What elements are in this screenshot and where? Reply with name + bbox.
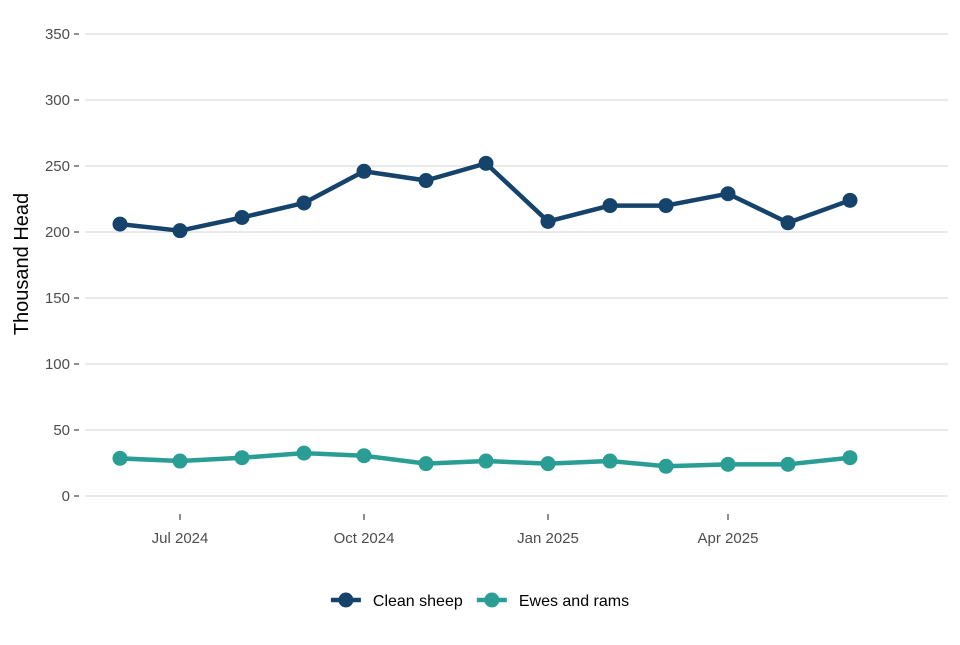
data-point (780, 456, 796, 472)
y-tick-label: 250 (45, 158, 70, 175)
data-point (418, 456, 434, 472)
data-point (112, 450, 128, 466)
data-point (602, 453, 618, 469)
series-layer (112, 155, 858, 474)
legend-label: Clean sheep (373, 593, 463, 610)
data-point (540, 456, 556, 472)
y-tick-label: 350 (45, 26, 70, 43)
data-point (658, 458, 674, 474)
data-point (356, 448, 372, 464)
data-point (296, 195, 312, 211)
y-axis-label: Thousand Head (11, 193, 33, 335)
series-line (117, 161, 853, 233)
x-tick-label: Jan 2025 (517, 530, 579, 547)
grid-layer (85, 33, 948, 497)
data-point (478, 155, 494, 171)
data-point (296, 445, 312, 461)
x-tick-label: Jul 2024 (152, 530, 209, 547)
data-point (112, 216, 128, 232)
y-tick-label: 300 (45, 92, 70, 109)
data-point (418, 173, 434, 189)
y-tick-label: 0 (62, 488, 70, 505)
data-point (780, 215, 796, 231)
data-point (234, 209, 250, 225)
data-point (658, 198, 674, 214)
data-point (172, 223, 188, 239)
data-point (234, 450, 250, 466)
series-clean-sheep (112, 155, 858, 239)
legend-label: Ewes and rams (519, 593, 629, 610)
y-tick-label: 150 (45, 290, 70, 307)
axis-layer: 0 50 100 150 200 250 300 350 Jul 2024 Oct 2024 Jan… (45, 26, 758, 547)
x-tick-label: Oct 2024 (334, 530, 395, 547)
data-point (720, 456, 736, 472)
data-point (356, 163, 372, 179)
legend-item: Clean sheep (330, 592, 463, 610)
legend-marker (484, 592, 500, 608)
y-tick-label: 200 (45, 224, 70, 241)
data-point (842, 192, 858, 208)
series-ewes-and-rams (112, 445, 858, 474)
x-tick-label: Apr 2025 (698, 530, 759, 547)
y-tick-label: 50 (53, 422, 70, 439)
data-point (720, 186, 736, 202)
y-tick-label: 100 (45, 356, 70, 373)
data-point (478, 453, 494, 469)
data-point (842, 450, 858, 466)
data-point (540, 213, 556, 229)
data-point (172, 453, 188, 469)
data-point (602, 198, 618, 214)
legend-item: Ewes and rams (476, 592, 629, 610)
legend-marker (338, 592, 354, 608)
legend: Clean sheep Ewes and rams (330, 592, 629, 610)
